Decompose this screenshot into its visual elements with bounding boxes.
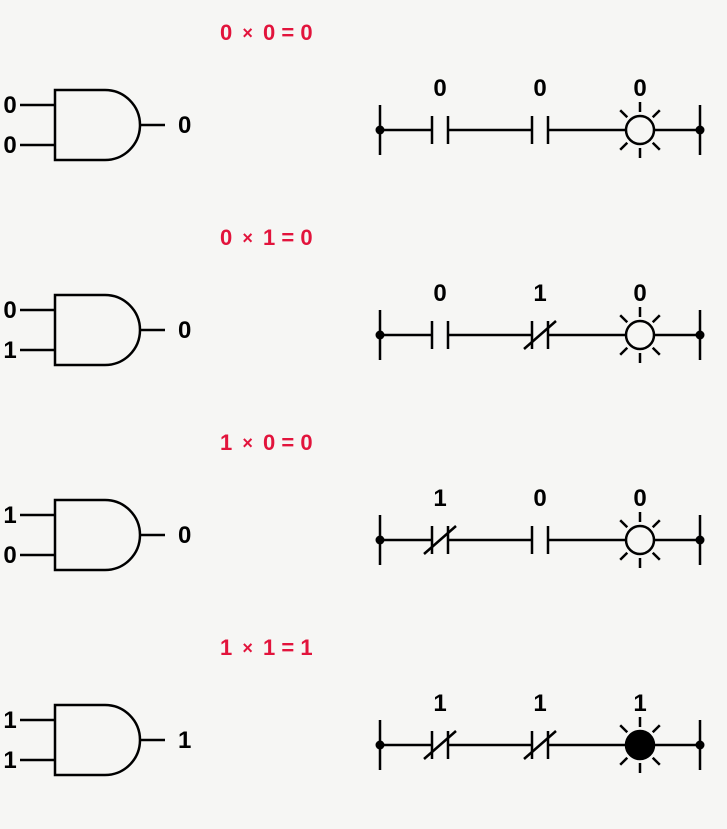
contact-2-label: 0 bbox=[533, 485, 546, 512]
gate-input-2-label: 0 bbox=[3, 132, 16, 159]
eq-op: × bbox=[242, 433, 253, 453]
and-gate-diagram: 0 1 0 bbox=[0, 270, 210, 395]
contact-1-label: 0 bbox=[433, 75, 446, 102]
ladder-circuit-diagram: 1 1 1 bbox=[360, 675, 720, 800]
ladder-circuit-diagram: 0 0 0 bbox=[360, 60, 720, 185]
equation: 1 × 0 = 0 bbox=[220, 430, 313, 456]
ladder-circuit-diagram: 0 1 0 bbox=[360, 265, 720, 390]
and-gate-diagram: 1 1 1 bbox=[0, 680, 210, 805]
lamp-label: 0 bbox=[633, 75, 646, 102]
contact-1-label: 1 bbox=[433, 690, 446, 717]
eq-b: 1 bbox=[263, 225, 275, 250]
contact-2-label: 1 bbox=[533, 690, 546, 717]
eq-eq: = bbox=[281, 635, 294, 660]
contact-1-label: 0 bbox=[433, 280, 446, 307]
ladder-circuit: 0 1 0 bbox=[360, 265, 720, 385]
and-gate-diagram: 1 0 0 bbox=[0, 475, 210, 600]
eq-op: × bbox=[242, 23, 253, 43]
contact-1-label: 1 bbox=[433, 485, 446, 512]
and-gate-diagram: 0 0 0 bbox=[0, 65, 210, 190]
ladder-circuit: 1 0 0 bbox=[360, 470, 720, 590]
eq-result: 1 bbox=[300, 635, 312, 660]
eq-result: 0 bbox=[300, 20, 312, 45]
ladder-circuit-diagram: 1 0 0 bbox=[360, 470, 720, 595]
lamp-label: 1 bbox=[633, 690, 646, 717]
eq-op: × bbox=[242, 638, 253, 658]
eq-b: 1 bbox=[263, 635, 275, 660]
and-gate: 1 1 1 bbox=[0, 680, 210, 800]
lamp-label: 0 bbox=[633, 280, 646, 307]
eq-eq: = bbox=[281, 225, 294, 250]
eq-result: 0 bbox=[300, 225, 312, 250]
gate-input-1-label: 0 bbox=[3, 92, 16, 119]
eq-a: 0 bbox=[220, 225, 232, 250]
eq-a: 1 bbox=[220, 430, 232, 455]
and-gate: 0 0 0 bbox=[0, 65, 210, 185]
equation: 1 × 1 = 1 bbox=[220, 635, 313, 661]
gate-input-1-label: 0 bbox=[3, 297, 16, 324]
gate-output-label: 0 bbox=[178, 317, 191, 344]
gate-output-label: 0 bbox=[178, 522, 191, 549]
equation: 0 × 1 = 0 bbox=[220, 225, 313, 251]
eq-a: 1 bbox=[220, 635, 232, 660]
contact-2-label: 1 bbox=[533, 280, 546, 307]
ladder-circuit: 1 1 1 bbox=[360, 675, 720, 795]
eq-result: 0 bbox=[300, 430, 312, 455]
and-gate: 1 0 0 bbox=[0, 475, 210, 595]
gate-input-2-label: 0 bbox=[3, 542, 16, 569]
eq-b: 0 bbox=[263, 20, 275, 45]
gate-output-label: 0 bbox=[178, 112, 191, 139]
eq-a: 0 bbox=[220, 20, 232, 45]
gate-input-2-label: 1 bbox=[3, 337, 16, 364]
eq-b: 0 bbox=[263, 430, 275, 455]
gate-output-label: 1 bbox=[178, 727, 191, 754]
contact-2-label: 0 bbox=[533, 75, 546, 102]
eq-eq: = bbox=[281, 430, 294, 455]
lamp-label: 0 bbox=[633, 485, 646, 512]
eq-op: × bbox=[242, 228, 253, 248]
eq-eq: = bbox=[281, 20, 294, 45]
equation: 0 × 0 = 0 bbox=[220, 20, 313, 46]
gate-input-1-label: 1 bbox=[3, 502, 16, 529]
ladder-circuit: 0 0 0 bbox=[360, 60, 720, 180]
gate-input-2-label: 1 bbox=[3, 747, 16, 774]
and-gate: 0 1 0 bbox=[0, 270, 210, 390]
gate-input-1-label: 1 bbox=[3, 707, 16, 734]
